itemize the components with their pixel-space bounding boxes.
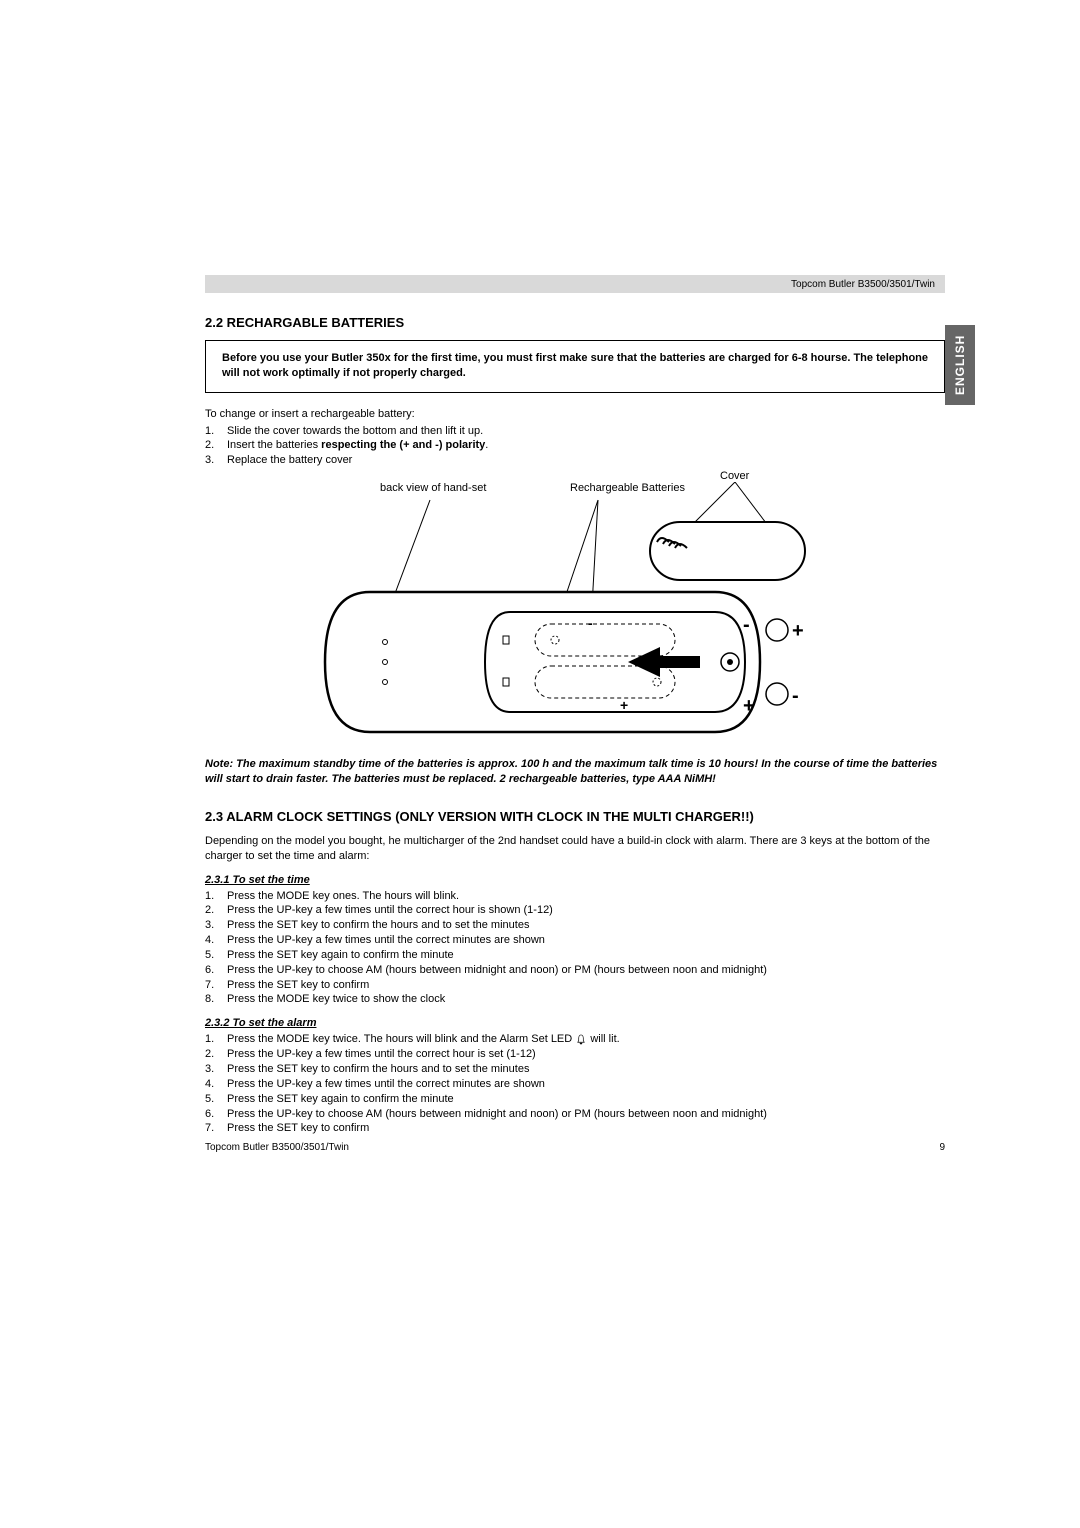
handset-diagram-svg: + - - + + - xyxy=(290,482,860,742)
page-content: Topcom Butler B3500/3501/Twin ENGLISH 2.… xyxy=(205,275,945,1144)
list-item: 1.Press the MODE key ones. The hours wil… xyxy=(205,889,945,904)
step-text: Press the SET key to confirm xyxy=(227,978,369,993)
list-item: 2.Insert the batteries respecting the (+… xyxy=(205,438,945,453)
list-item: 7.Press the SET key to confirm xyxy=(205,978,945,993)
minus-sign: - xyxy=(792,685,799,707)
diagram-label-batteries: Rechargeable Batteries xyxy=(570,482,685,494)
plus-sign: + xyxy=(743,695,755,717)
battery-note: Note: The maximum standby time of the ba… xyxy=(205,757,945,787)
step-text: Press the UP-key a few times until the c… xyxy=(227,933,545,948)
list-item: 2.Press the UP-key a few times until the… xyxy=(205,903,945,918)
list-item: 1. Press the MODE key twice. The hours w… xyxy=(205,1032,945,1047)
step-text: Press the MODE key twice to show the clo… xyxy=(227,992,445,1007)
step-text: Press the UP-key a few times until the c… xyxy=(227,1047,536,1062)
step-text: Press the SET key to confirm xyxy=(227,1121,369,1136)
footer-product: Topcom Butler B3500/3501/Twin xyxy=(205,1142,349,1153)
list-item: 3.Replace the battery cover xyxy=(205,453,945,468)
list-item: 6.Press the UP-key to choose AM (hours b… xyxy=(205,1107,945,1122)
set-time-steps: 1.Press the MODE key ones. The hours wil… xyxy=(205,889,945,1008)
section-2-3-intro: Depending on the model you bought, he mu… xyxy=(205,834,945,864)
minus-sign: - xyxy=(743,614,750,636)
list-item: 2.Press the UP-key a few times until the… xyxy=(205,1047,945,1062)
step-text: Press the UP-key a few times until the c… xyxy=(227,903,553,918)
step-text: Press the SET key again to confirm the m… xyxy=(227,1092,454,1107)
list-item: 6.Press the UP-key to choose AM (hours b… xyxy=(205,963,945,978)
page-footer: Topcom Butler B3500/3501/Twin 9 xyxy=(205,1142,945,1153)
svg-text:-: - xyxy=(588,615,593,631)
sub-2-3-1-heading: 2.3.1 To set the time xyxy=(205,874,945,886)
list-item: 5.Press the SET key again to confirm the… xyxy=(205,948,945,963)
step-text: Press the UP-key to choose AM (hours bet… xyxy=(227,963,767,978)
section-2-2-heading: 2.2 RECHARGABLE BATTERIES xyxy=(205,315,945,330)
list-item: 8.Press the MODE key twice to show the c… xyxy=(205,992,945,1007)
list-item: 7.Press the SET key to confirm xyxy=(205,1121,945,1136)
header-product: Topcom Butler B3500/3501/Twin xyxy=(791,279,935,290)
charge-notice-box: Before you use your Butler 350x for the … xyxy=(205,340,945,393)
step-text: Insert the batteries respecting the (+ a… xyxy=(227,438,488,453)
charge-notice-text: Before you use your Butler 350x for the … xyxy=(222,352,928,379)
step-text: Replace the battery cover xyxy=(227,453,352,468)
diagram-label-handset: back view of hand-set xyxy=(380,482,486,494)
step-text: Press the UP-key to choose AM (hours bet… xyxy=(227,1107,767,1122)
bell-icon xyxy=(575,1034,587,1045)
battery-diagram: back view of hand-set Rechargeable Batte… xyxy=(205,482,945,747)
set-alarm-steps: 1. Press the MODE key twice. The hours w… xyxy=(205,1032,945,1136)
diagram-label-cover: Cover xyxy=(720,470,749,482)
footer-page-number: 9 xyxy=(939,1142,945,1153)
header-bar: Topcom Butler B3500/3501/Twin xyxy=(205,275,945,293)
plus-sign: + xyxy=(792,620,804,642)
language-tab: ENGLISH xyxy=(945,325,975,405)
step-text: Press the SET key to confirm the hours a… xyxy=(227,1062,529,1077)
step-text: Slide the cover towards the bottom and t… xyxy=(227,424,483,439)
list-item: 4.Press the UP-key a few times until the… xyxy=(205,1077,945,1092)
step-text: Press the UP-key a few times until the c… xyxy=(227,1077,545,1092)
list-item: 3.Press the SET key to confirm the hours… xyxy=(205,1062,945,1077)
list-item: 1.Slide the cover towards the bottom and… xyxy=(205,424,945,439)
battery-steps: 1.Slide the cover towards the bottom and… xyxy=(205,424,945,469)
sub-2-3-2-heading: 2.3.2 To set the alarm xyxy=(205,1017,945,1029)
list-item: 4.Press the UP-key a few times until the… xyxy=(205,933,945,948)
battery-intro: To change or insert a rechargeable batte… xyxy=(205,407,945,422)
list-item: 5.Press the SET key again to confirm the… xyxy=(205,1092,945,1107)
svg-text:+: + xyxy=(620,697,628,713)
step-text: Press the MODE key ones. The hours will … xyxy=(227,889,459,904)
step-text: Press the SET key again to confirm the m… xyxy=(227,948,454,963)
section-2-3-heading: 2.3 ALARM CLOCK SETTINGS (ONLY VERSION W… xyxy=(205,809,945,824)
step-text: Press the SET key to confirm the hours a… xyxy=(227,918,529,933)
list-item: 3.Press the SET key to confirm the hours… xyxy=(205,918,945,933)
step-text: Press the MODE key twice. The hours will… xyxy=(227,1032,620,1047)
